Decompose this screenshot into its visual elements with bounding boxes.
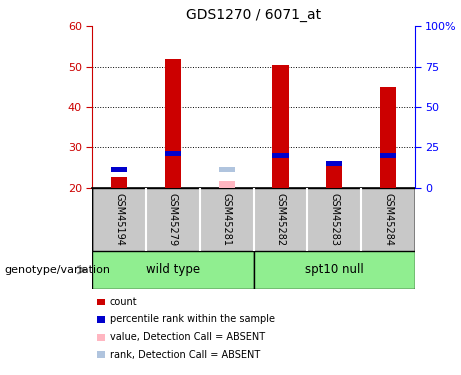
Bar: [272, 64, 289, 188]
Text: rank, Detection Call = ABSENT: rank, Detection Call = ABSENT: [110, 350, 260, 360]
Bar: [380, 87, 396, 188]
Text: percentile rank within the sample: percentile rank within the sample: [110, 315, 275, 324]
Text: GSM45283: GSM45283: [329, 193, 339, 246]
Bar: [326, 165, 342, 188]
Bar: [219, 182, 235, 188]
Text: value, Detection Call = ABSENT: value, Detection Call = ABSENT: [110, 332, 265, 342]
Text: GSM45282: GSM45282: [275, 193, 285, 246]
Text: GSM45279: GSM45279: [168, 193, 178, 246]
Bar: [165, 58, 181, 188]
Bar: [92, 251, 254, 289]
Bar: [219, 167, 235, 172]
Bar: [272, 153, 289, 158]
Text: count: count: [110, 297, 137, 307]
Bar: [165, 151, 181, 156]
Text: GSM45194: GSM45194: [114, 193, 124, 246]
Text: GSM45281: GSM45281: [222, 193, 232, 246]
Bar: [326, 161, 342, 166]
Bar: [254, 251, 415, 289]
Bar: [111, 177, 127, 188]
Text: wild type: wild type: [146, 264, 200, 276]
Text: spt10 null: spt10 null: [305, 264, 364, 276]
Bar: [380, 153, 396, 158]
Text: genotype/variation: genotype/variation: [5, 265, 111, 275]
Bar: [111, 167, 127, 172]
Text: GSM45284: GSM45284: [383, 193, 393, 246]
Title: GDS1270 / 6071_at: GDS1270 / 6071_at: [186, 9, 321, 22]
